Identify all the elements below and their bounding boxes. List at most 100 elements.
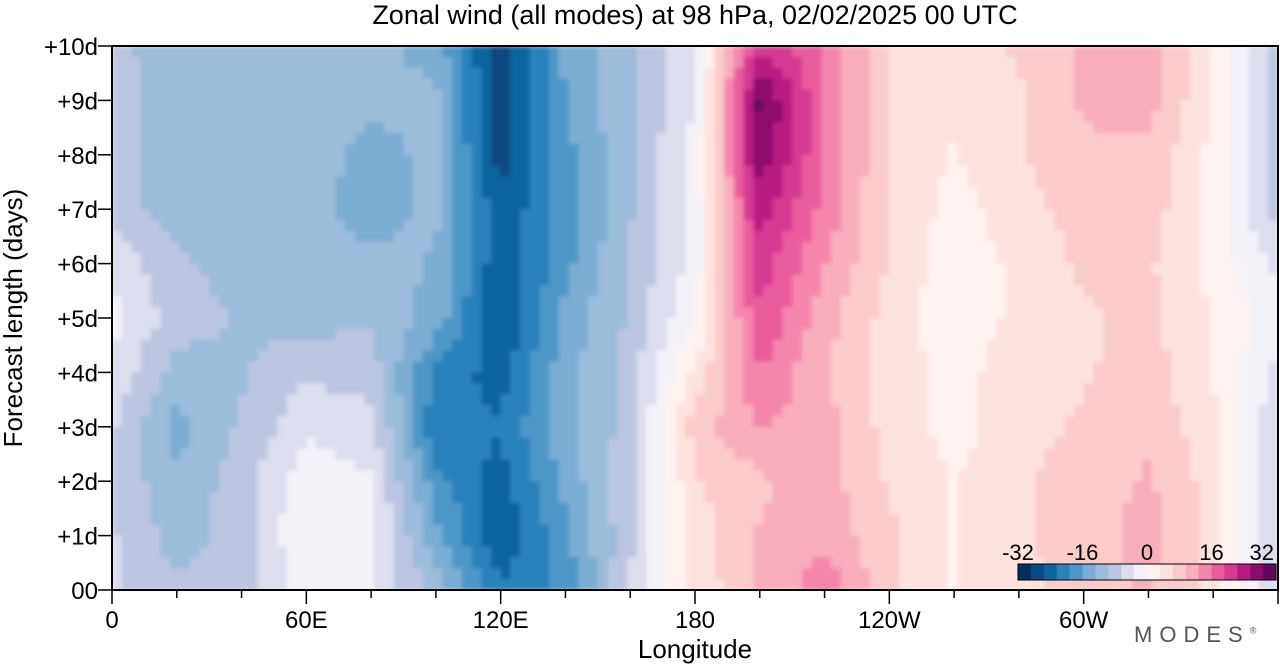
heatmap-cell [947, 187, 959, 200]
heatmap-cell [345, 263, 356, 276]
heatmap-cell [335, 415, 346, 428]
heatmap-cell [354, 154, 366, 167]
heatmap-cell [957, 78, 968, 91]
heatmap-cell [811, 165, 823, 178]
heatmap-cell [763, 448, 774, 461]
heatmap-cell [325, 122, 337, 134]
heatmap-cell [539, 492, 550, 504]
heatmap-cell [578, 492, 589, 504]
heatmap-cell [626, 220, 638, 232]
heatmap-cell [228, 176, 240, 189]
heatmap-cell [782, 56, 793, 69]
heatmap-cell [1054, 209, 1065, 221]
heatmap-cell [403, 187, 414, 200]
heatmap-cell [617, 252, 628, 265]
heatmap-cell [685, 339, 696, 352]
heatmap-cell [646, 111, 657, 123]
heatmap-cell [597, 405, 609, 417]
heatmap-cell [296, 459, 308, 472]
heatmap-cell [1141, 361, 1153, 374]
heatmap-cell [1044, 372, 1056, 384]
heatmap-cell [461, 220, 473, 232]
heatmap-cell [286, 437, 298, 450]
heatmap-cell [724, 209, 735, 221]
heatmap-cell [218, 133, 230, 145]
heatmap-cell [384, 133, 395, 145]
heatmap-cell [189, 328, 201, 341]
heatmap-cell [160, 415, 171, 428]
heatmap-cell [1248, 328, 1260, 341]
heatmap-cell [471, 165, 482, 178]
heatmap-cell [976, 383, 988, 395]
heatmap-cell [568, 111, 580, 123]
heatmap-cell [218, 89, 230, 102]
heatmap-cell [1093, 241, 1104, 254]
heatmap-cell [821, 318, 832, 330]
heatmap-cell [976, 187, 988, 200]
heatmap-cell [733, 154, 745, 167]
heatmap-cell [850, 274, 861, 287]
heatmap-cell [257, 176, 269, 189]
heatmap-cell [626, 307, 638, 319]
heatmap-cell [1044, 56, 1056, 69]
heatmap-cell [792, 241, 803, 254]
heatmap-cell [558, 241, 570, 254]
heatmap-cell [257, 437, 269, 450]
heatmap-cell [1025, 176, 1036, 189]
heatmap-cell [471, 143, 482, 156]
heatmap-cell [889, 209, 900, 221]
heatmap-cell [695, 448, 706, 461]
heatmap-cell [918, 56, 929, 69]
heatmap-cell [801, 339, 813, 352]
heatmap-cell [209, 361, 220, 374]
heatmap-cell [112, 56, 123, 69]
heatmap-cell [160, 296, 171, 308]
heatmap-cell [461, 143, 473, 156]
heatmap-cell [937, 209, 949, 221]
heatmap-cell [490, 285, 502, 297]
heatmap-cell [1219, 339, 1231, 352]
heatmap-cell [112, 350, 123, 363]
heatmap-cell [1064, 415, 1075, 428]
heatmap-cell [150, 415, 162, 428]
heatmap-cell [792, 405, 803, 417]
heatmap-cell [141, 198, 152, 210]
heatmap-cell [850, 307, 861, 319]
heatmap-cell [869, 67, 881, 80]
heatmap-cell [1268, 274, 1278, 287]
heatmap-cell [665, 296, 677, 308]
heatmap-cell [1093, 307, 1104, 319]
heatmap-cell [121, 165, 133, 178]
heatmap-cell [1112, 296, 1124, 308]
heatmap-cell [801, 437, 813, 450]
heatmap-cell [150, 350, 162, 363]
heatmap-cell [1161, 263, 1172, 276]
heatmap-cell [481, 350, 492, 363]
heatmap-cell [733, 307, 745, 319]
heatmap-cell [1054, 56, 1065, 69]
heatmap-cell [1161, 339, 1172, 352]
heatmap-cell [539, 405, 550, 417]
heatmap-cell [374, 89, 385, 102]
heatmap-cell [461, 361, 473, 374]
heatmap-cell [286, 372, 298, 384]
heatmap-cell [1171, 318, 1182, 330]
heatmap-cell [539, 296, 550, 308]
heatmap-cell [743, 350, 754, 363]
heatmap-cell [1015, 220, 1027, 232]
heatmap-cell [763, 220, 774, 232]
heatmap-cell [1015, 426, 1027, 439]
heatmap-cell [141, 154, 152, 167]
heatmap-cell [568, 437, 580, 450]
heatmap-cell [1180, 448, 1192, 461]
heatmap-cell [1122, 318, 1133, 330]
heatmap-cell [675, 437, 686, 450]
heatmap-cell [121, 111, 133, 123]
heatmap-cell [792, 383, 803, 395]
heatmap-cell [131, 405, 142, 417]
heatmap-cell [685, 46, 696, 58]
heatmap-cell [918, 481, 929, 493]
heatmap-cell [588, 481, 599, 493]
heatmap-cell [724, 328, 735, 341]
heatmap-cell [316, 318, 327, 330]
